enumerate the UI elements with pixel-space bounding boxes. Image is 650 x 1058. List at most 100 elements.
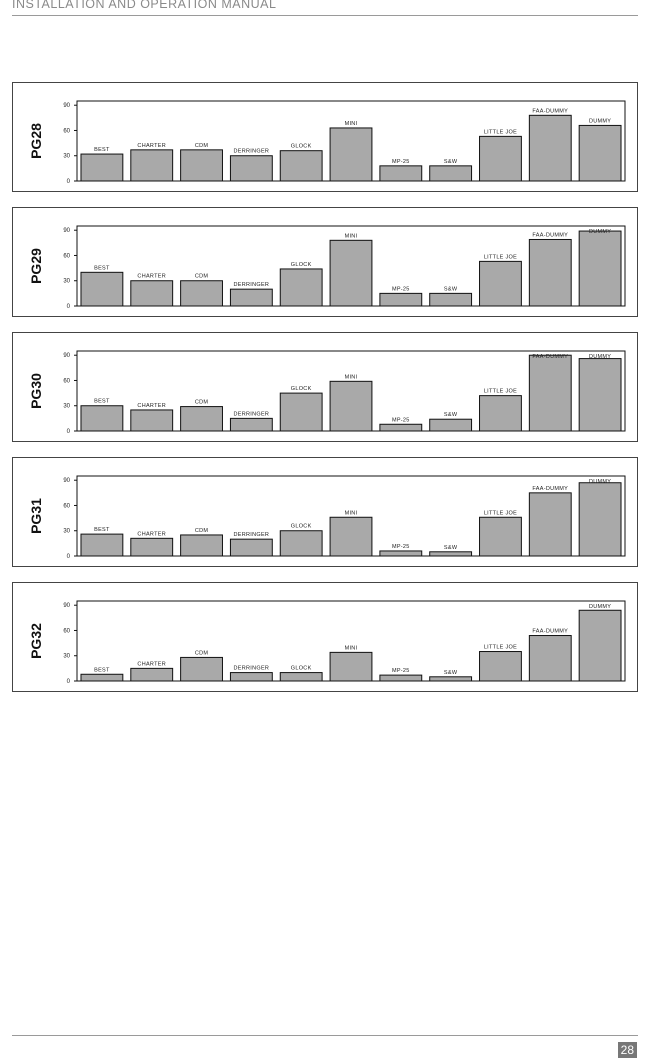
bar-label: S&W [444, 412, 458, 418]
chart-svg: PG32 0 30 60 90 BEST CHARTER CDM DERRINGER GLOCK M… [28, 600, 626, 685]
bar-label: CDM [195, 528, 209, 534]
bar-mp-25 [379, 292, 423, 307]
y-tick-label: 30 [63, 404, 70, 410]
bar-label: GLOCK [291, 524, 312, 530]
chart-title: PG29 [28, 248, 44, 284]
y-tick-label: 60 [63, 253, 70, 259]
bar-label: CDM [195, 274, 209, 280]
bar-mini [329, 239, 373, 307]
bar-label: DUMMY [589, 229, 611, 235]
bar-label: FAA-DUMMY [532, 486, 568, 492]
y-tick-label: 0 [67, 554, 71, 560]
y-tick-label: 0 [67, 429, 71, 435]
bar-label: BEST [94, 265, 110, 271]
bar-label: MP-25 [392, 286, 410, 292]
chart-title: PG30 [28, 373, 44, 409]
bar-charter [130, 537, 174, 557]
bar-charter [130, 667, 174, 682]
bar-label: DUMMY [589, 118, 611, 124]
bar-label: DERRINGER [234, 532, 270, 538]
bar-derringer [229, 155, 273, 182]
bar-glock [279, 530, 323, 557]
chart-title: PG32 [28, 623, 44, 659]
bar-dummy [578, 358, 622, 432]
header-title: INSTALLATION AND OPERATION MANUAL [12, 0, 277, 11]
bar-best [80, 271, 124, 307]
y-tick-label: 30 [63, 279, 70, 285]
chart-title: PG28 [28, 123, 44, 159]
bar-label: GLOCK [291, 666, 312, 672]
bar-label: MINI [345, 121, 358, 127]
bar-derringer [229, 672, 273, 682]
bar-best [80, 533, 124, 557]
bar-derringer [229, 538, 273, 557]
chart-title: PG31 [28, 498, 44, 534]
y-tick-label: 90 [63, 103, 70, 109]
bar-label: CDM [195, 400, 209, 406]
bar-label: GLOCK [291, 144, 312, 150]
bar-s-w [429, 551, 473, 557]
y-tick-label: 0 [67, 679, 71, 685]
bar-label: MP-25 [392, 544, 410, 550]
bar-label: BEST [94, 147, 110, 153]
chart-svg: PG30 0 30 60 90 BEST CHARTER CDM DERRINGER GLOCK M… [28, 350, 626, 435]
bar-label: LITTLE JOE [484, 510, 517, 516]
bar-label: DUMMY [589, 604, 611, 610]
bar-dummy [578, 124, 622, 182]
y-tick-label: 30 [63, 654, 70, 660]
bar-mini [329, 380, 373, 432]
bar-label: FAA-DUMMY [532, 232, 568, 238]
bar-glock [279, 150, 323, 182]
bar-label: FAA-DUMMY [532, 629, 568, 635]
bar-mp-25 [379, 423, 423, 432]
chart-panel-2: PG30 0 30 60 90 BEST CHARTER CDM DERRINGER GLOCK M… [12, 332, 638, 442]
bar-label: S&W [444, 286, 458, 292]
bar-mp-25 [379, 674, 423, 682]
bar-label: LITTLE JOE [484, 645, 517, 651]
bar-s-w [429, 165, 473, 182]
bar-cdm [180, 656, 223, 682]
bar-mini [329, 516, 373, 557]
header-rule [12, 15, 638, 16]
bar-charter [130, 280, 174, 307]
page-number: 28 [617, 1042, 637, 1058]
y-tick-label: 90 [63, 228, 70, 234]
y-tick-label: 0 [67, 179, 71, 185]
bar-label: MP-25 [392, 668, 410, 674]
bar-label: LITTLE JOE [484, 389, 517, 395]
bar-charter [130, 149, 174, 182]
bar-label: LITTLE JOE [484, 129, 517, 135]
bar-best [80, 153, 124, 182]
bar-cdm [180, 280, 223, 307]
bar-derringer [229, 288, 273, 307]
bar-label: S&W [444, 545, 458, 551]
bar-faa-dummy [528, 354, 572, 432]
bar-mini [329, 651, 373, 682]
bar-little-joe [479, 260, 522, 307]
bar-label: DERRINGER [234, 149, 270, 155]
y-tick-label: 30 [63, 529, 70, 535]
bar-label: MINI [345, 645, 358, 651]
bar-dummy [578, 609, 622, 682]
bar-label: CDM [195, 650, 209, 656]
bar-label: BEST [94, 667, 110, 673]
bar-best [80, 673, 124, 682]
chart-svg: PG28 0 30 60 90 BEST CHARTER CDM DERRINGER GLOCK M… [28, 100, 626, 185]
bar-best [80, 405, 124, 432]
bar-faa-dummy [528, 492, 572, 557]
bar-derringer [229, 417, 273, 432]
bar-label: MINI [345, 510, 358, 516]
bar-faa-dummy [528, 114, 572, 182]
bar-label: CHARTER [137, 661, 166, 667]
bar-little-joe [479, 651, 522, 682]
bar-label: FAA-DUMMY [532, 354, 568, 360]
bar-label: CHARTER [137, 531, 166, 537]
bar-label: DERRINGER [234, 666, 270, 672]
bar-label: MINI [345, 374, 358, 380]
bar-label: DUMMY [589, 354, 611, 360]
bar-label: DUMMY [589, 479, 611, 485]
bar-s-w [429, 418, 473, 432]
footer-rule [12, 1035, 638, 1036]
bar-label: GLOCK [291, 386, 312, 392]
bar-mp-25 [379, 550, 423, 557]
